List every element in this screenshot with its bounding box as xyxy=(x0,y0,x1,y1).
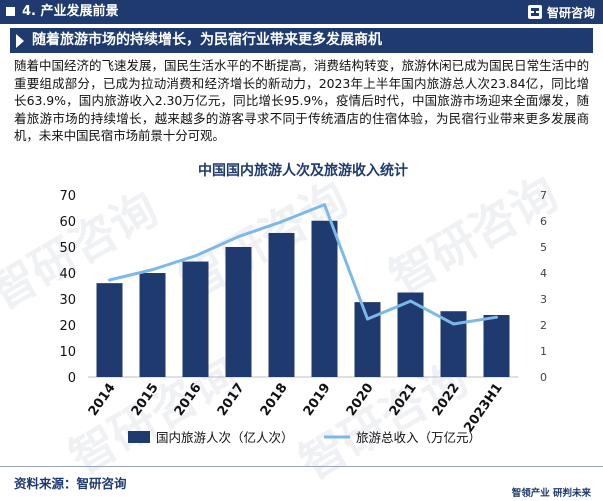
x-tick-label: 2014 xyxy=(86,381,119,419)
x-tick-label: 2022 xyxy=(430,381,463,419)
bar-2016 xyxy=(182,261,209,377)
y-left-tick-label: 40 xyxy=(59,267,76,282)
y-left-tick-label: 50 xyxy=(59,241,76,256)
banner-title: 随着旅游市场的持续增长，为民宿行业带来更多发展商机 xyxy=(32,32,382,48)
x-tick-label: 2021 xyxy=(387,381,420,419)
legend-bar-swatch xyxy=(128,431,150,443)
y-right-tick-label: 0 xyxy=(540,371,547,384)
bar-2023H1 xyxy=(483,315,510,377)
y-left-tick-label: 10 xyxy=(59,345,76,360)
chart: 中国国内旅游人次及旅游收入统计 0 10 20 30 40 50 60 70 0 1 2 3 4 5 6 7 20… xyxy=(59,162,547,445)
revenue-point-2016 xyxy=(194,254,197,258)
bar-2018 xyxy=(268,232,295,377)
logo-text: 智研咨询 xyxy=(546,5,595,20)
footer: 资料来源：智研咨询 智领产业 研判未来 xyxy=(0,466,603,501)
y-left-tick-label: 20 xyxy=(59,319,76,334)
brand-slogan: 智领产业 研判未来 xyxy=(511,488,591,499)
y-left-tick-label: 30 xyxy=(59,293,76,308)
y-left-tick-label: 70 xyxy=(59,189,76,204)
x-tick-label: 2019 xyxy=(301,381,334,419)
bar-2017 xyxy=(225,247,252,377)
revenue-point-2020 xyxy=(366,317,369,321)
play-triangle-icon xyxy=(16,34,24,48)
x-tick-label: 2020 xyxy=(344,381,377,419)
x-tick-label: 2015 xyxy=(129,381,162,419)
y-right-tick-label: 6 xyxy=(540,215,547,228)
y-left-tick-label: 0 xyxy=(68,371,76,386)
brand-logo-icon xyxy=(527,5,542,19)
bar-2015 xyxy=(139,273,166,377)
y-right-tick-label: 7 xyxy=(540,189,547,202)
x-tick-label: 2017 xyxy=(215,381,248,419)
x-tick-label: 2018 xyxy=(258,381,291,419)
y-left-tick-label: 60 xyxy=(59,215,76,230)
x-tick-label: 2016 xyxy=(172,381,205,419)
y-right-tick-label: 5 xyxy=(540,241,547,254)
revenue-point-2019 xyxy=(323,203,326,207)
x-tick-label: 2023H1 xyxy=(461,381,505,436)
bar-2019 xyxy=(311,220,338,377)
revenue-point-2017 xyxy=(237,235,240,239)
source-note: 资料来源：智研咨询 xyxy=(14,476,127,491)
revenue-line xyxy=(109,203,497,326)
section-square-icon xyxy=(6,7,15,16)
top-bar: 4. 产业发展前景 智研咨询 xyxy=(0,0,603,24)
legend-bar-label: 国内旅游人次（亿人次） xyxy=(156,430,294,445)
y-right-tick-label: 4 xyxy=(540,267,547,280)
y-right-tick-label: 3 xyxy=(540,293,547,306)
bar-2020 xyxy=(354,302,381,377)
bar-2014 xyxy=(96,283,123,377)
y-right-tick-label: 2 xyxy=(540,319,547,332)
banner: 随着旅游市场的持续增长，为民宿行业带来更多发展商机 xyxy=(10,28,593,53)
revenue-point-2021 xyxy=(409,299,412,303)
revenue-point-2015 xyxy=(151,268,154,272)
logo: 智研咨询 xyxy=(527,3,595,21)
revenue-point-2018 xyxy=(280,220,283,224)
chart-title: 中国国内旅游人次及旅游收入统计 xyxy=(198,162,408,179)
section-title: 4. 产业发展前景 xyxy=(22,4,119,19)
revenue-point-2022 xyxy=(452,322,455,326)
revenue-point-2023H1 xyxy=(495,315,498,319)
y-right-tick-label: 1 xyxy=(540,345,547,358)
legend-line-label: 旅游总收入（万亿元） xyxy=(356,430,481,445)
revenue-point-2014 xyxy=(108,278,111,282)
body-paragraph: 随着中国经济的飞速发展，国民生活水平的不断提高，消费结构转变，旅游休闲已成为国民… xyxy=(14,58,589,143)
